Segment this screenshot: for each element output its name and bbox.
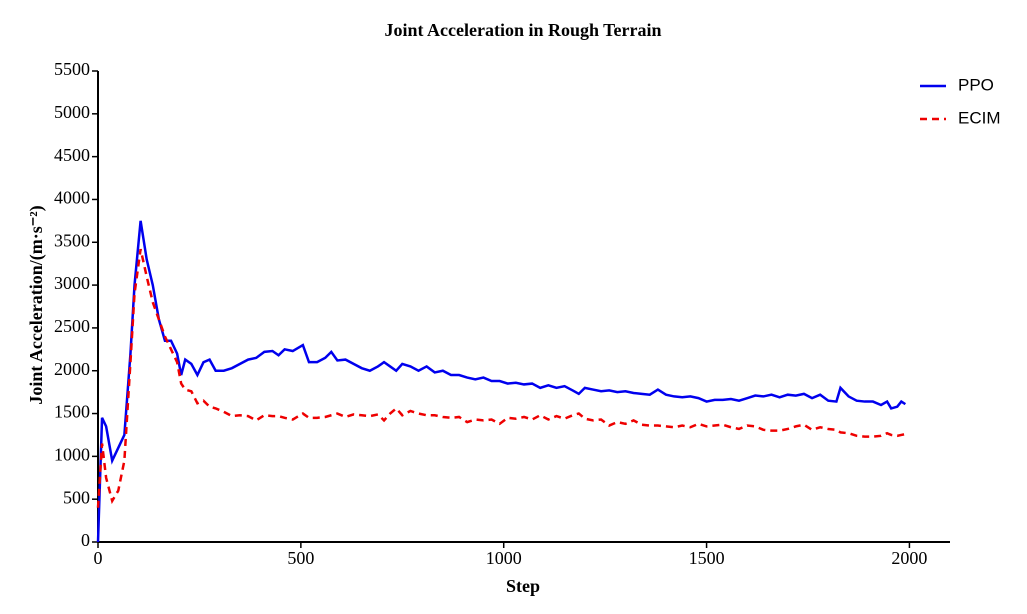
x-tick-label: 500	[287, 548, 314, 568]
y-tick-label: 1500	[54, 402, 90, 422]
y-axis-label: Joint Acceleration/(m·s⁻²)	[26, 205, 47, 404]
series-line	[96, 220, 907, 543]
y-tick-label: 500	[63, 487, 90, 507]
y-tick-label: 0	[81, 530, 90, 550]
x-tick-label: 0	[94, 548, 103, 568]
series-line	[96, 248, 906, 508]
x-axis-label: Step	[506, 576, 540, 596]
legend-label: ECIM	[958, 108, 1001, 127]
y-tick-label: 4000	[54, 188, 90, 208]
y-tick-label: 5500	[54, 59, 90, 79]
y-tick-label: 4500	[54, 145, 90, 165]
x-tick-label: 1000	[486, 548, 522, 568]
y-tick-label: 5000	[54, 102, 90, 122]
x-tick-label: 2000	[891, 548, 927, 568]
y-tick-label: 3000	[54, 273, 90, 293]
y-tick-label: 2000	[54, 359, 90, 379]
y-tick-label: 1000	[54, 444, 90, 464]
x-tick-label: 1500	[689, 548, 725, 568]
y-tick-label: 2500	[54, 316, 90, 336]
y-tick-label: 3500	[54, 230, 90, 250]
chart-title: Joint Acceleration in Rough Terrain	[384, 20, 661, 40]
legend-label: PPO	[958, 75, 994, 94]
